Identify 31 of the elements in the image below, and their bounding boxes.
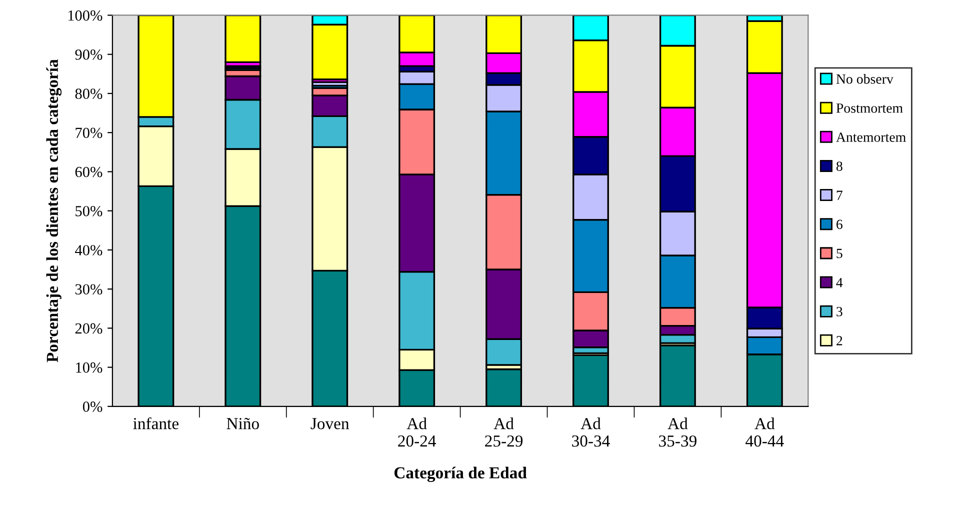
legend-label: 4: [836, 278, 843, 288]
y-tick-label: 40%: [75, 245, 102, 256]
legend-label: 2: [836, 336, 842, 346]
y-tick-label: 100%: [68, 10, 102, 21]
y-axis-title: Porcentaje de los dientes en cada categoría: [46, 59, 62, 362]
x-tick-label: Niño: [226, 418, 259, 430]
y-tick-label: 20%: [75, 323, 102, 334]
y-tick-label: 90%: [75, 49, 102, 60]
legend-label: 5: [836, 248, 842, 258]
y-tick-label: 70%: [76, 128, 102, 138]
x-tick-label: Ad 25-29: [485, 418, 523, 447]
legend-label: Postmortem: [836, 104, 903, 113]
x-tick-label: Ad 35-39: [659, 418, 696, 447]
x-tick-label: infante: [133, 417, 178, 430]
legend-label: Antemortem: [836, 132, 906, 142]
x-tick-label: Joven: [310, 418, 350, 430]
legend-label: 3: [836, 306, 842, 316]
x-tick-label: Ad 20-24: [398, 418, 436, 447]
legend-label: 8: [836, 162, 842, 171]
y-tick-label: 10%: [76, 362, 102, 373]
legend-label: 7: [836, 190, 842, 200]
y-tick-label: 60%: [75, 166, 102, 178]
y-tick-label: 30%: [75, 284, 102, 295]
y-tick-label: 0%: [82, 402, 102, 412]
y-tick-label: 50%: [76, 206, 102, 216]
y-tick-label: 80%: [75, 88, 102, 99]
legend-label: No observ: [836, 74, 894, 84]
x-axis-title: Categoría de Edad: [394, 466, 527, 482]
legend-label: 6: [836, 220, 842, 230]
x-tick-label: Ad 30-34: [572, 418, 610, 447]
x-tick-label: Ad 40-44: [746, 418, 784, 447]
